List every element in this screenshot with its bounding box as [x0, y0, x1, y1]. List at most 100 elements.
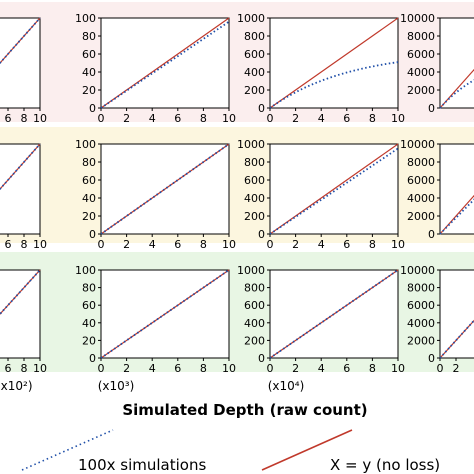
y-tick-label: 600	[244, 174, 265, 187]
panel-r1-c3: 0 2000 4000 6000 8000 10000	[400, 12, 474, 115]
y-tick-label: 200	[244, 334, 265, 347]
identity-line	[439, 319, 474, 359]
x-tick-label: 8	[369, 112, 376, 125]
x-tick-label: 4	[318, 362, 325, 375]
x-tick-label: 10	[222, 362, 236, 375]
x-tick-label: 4	[149, 362, 156, 375]
y-tick-label: 40	[82, 66, 96, 79]
x-tick-label: 4	[149, 238, 156, 251]
y-tick-label: 20	[82, 84, 96, 97]
y-tick-label: 0	[89, 228, 96, 241]
y-tick-label: 0	[89, 352, 96, 365]
legend-dotted-swatch	[21, 429, 114, 471]
panel-frame	[0, 269, 41, 359]
x-tick-label: 8	[369, 362, 376, 375]
y-tick-label: 400	[244, 317, 265, 330]
x-tick-label: 0	[267, 112, 274, 125]
panel-r2-c0: 6 8 10	[0, 143, 47, 251]
y-tick-label: 10000	[400, 264, 435, 277]
x-tick-label: 8	[21, 112, 28, 125]
y-tick-label: 4000	[407, 192, 435, 205]
x-tick-label: 6	[343, 238, 350, 251]
x-tick-label: 8	[200, 362, 207, 375]
x-tick-label: 6	[174, 238, 181, 251]
y-tick-label: 10000	[400, 12, 435, 25]
y-tick-label: 60	[82, 174, 96, 187]
y-tick-label: 600	[244, 299, 265, 312]
x-tick-label: 8	[200, 112, 207, 125]
panel-frame	[0, 17, 41, 109]
identity-line	[439, 68, 474, 109]
x-tick-label: 0	[267, 362, 274, 375]
x-tick-label: 0	[98, 362, 105, 375]
x-tick-label: 10	[33, 362, 47, 375]
panel-frame	[439, 143, 474, 235]
x-tick-label: 10	[222, 112, 236, 125]
legend: 100x simulations X = y (no loss)	[21, 429, 440, 474]
simulation-series	[269, 61, 399, 109]
x-tick-label: 4	[318, 238, 325, 251]
y-tick-label: 1000	[237, 138, 265, 151]
x-tick-label: 2	[292, 238, 299, 251]
y-tick-label: 8000	[407, 30, 435, 43]
x-tick-label: 2	[123, 238, 130, 251]
identity-line	[0, 269, 41, 315]
y-tick-label: 100	[75, 264, 96, 277]
x-tick-label: 0	[267, 238, 274, 251]
y-tick-label: 1000	[237, 12, 265, 25]
x-tick-label: 4	[318, 112, 325, 125]
panel-r2-c2: 0 2 4 6 8 10 0 200 400 600 800 1000	[237, 138, 405, 251]
x-tick-label: 10	[33, 238, 47, 251]
panel-r1-c0: 6 8 10	[0, 17, 47, 125]
x-tick-label: 10	[222, 238, 236, 251]
panel-r3-c2: 0 2 4 6 8 10 0 200 400 600 800 1000	[237, 264, 405, 375]
panel-r2-c3: 0 2000 4000 6000 8000 10000	[400, 138, 474, 241]
panel-frame	[0, 143, 41, 235]
x-tick-label: 4	[149, 112, 156, 125]
y-tick-label: 100	[75, 12, 96, 25]
y-tick-label: 8000	[407, 282, 435, 295]
panel-frame	[439, 269, 474, 359]
y-tick-label: 6000	[407, 174, 435, 187]
y-tick-label: 80	[82, 30, 96, 43]
y-tick-label: 0	[89, 102, 96, 115]
identity-line	[269, 143, 399, 235]
simulation-series	[269, 147, 399, 235]
y-tick-label: 200	[244, 84, 265, 97]
y-tick-label: 0	[258, 352, 265, 365]
x-axis-title: Simulated Depth (raw count)	[122, 401, 367, 419]
y-tick-label: 2000	[407, 334, 435, 347]
x-tick-label: 6	[174, 112, 181, 125]
x-tick-label: 10	[33, 112, 47, 125]
y-tick-label: 400	[244, 66, 265, 79]
y-tick-label: 0	[258, 228, 265, 241]
x-tick-label: 0	[98, 238, 105, 251]
y-tick-label: 80	[82, 282, 96, 295]
x-tick-label: 10	[391, 112, 405, 125]
y-tick-label: 60	[82, 48, 96, 61]
x-tick-label: 2	[123, 112, 130, 125]
y-tick-label: 4000	[407, 317, 435, 330]
x-tick-label: 8	[21, 362, 28, 375]
x-unit-label-col2: (x10⁴)	[268, 379, 305, 393]
x-tick-label: 2	[292, 362, 299, 375]
y-tick-label: 0	[258, 102, 265, 115]
y-tick-label: 40	[82, 317, 96, 330]
x-tick-label: 0	[98, 112, 105, 125]
x-tick-label: 2	[123, 362, 130, 375]
y-tick-label: 20	[82, 210, 96, 223]
y-tick-label: 800	[244, 282, 265, 295]
y-tick-label: 6000	[407, 48, 435, 61]
simulation-series	[269, 269, 399, 359]
x-tick-label: 8	[200, 238, 207, 251]
legend-label-simulations: 100x simulations	[78, 456, 206, 474]
row-backgrounds	[0, 2, 474, 372]
panel-r3-c0: 6 8 10	[0, 269, 47, 375]
identity-line	[269, 17, 399, 109]
y-tick-label: 4000	[407, 66, 435, 79]
y-tick-label: 800	[244, 156, 265, 169]
legend-label-identity: X = y (no loss)	[330, 456, 440, 474]
